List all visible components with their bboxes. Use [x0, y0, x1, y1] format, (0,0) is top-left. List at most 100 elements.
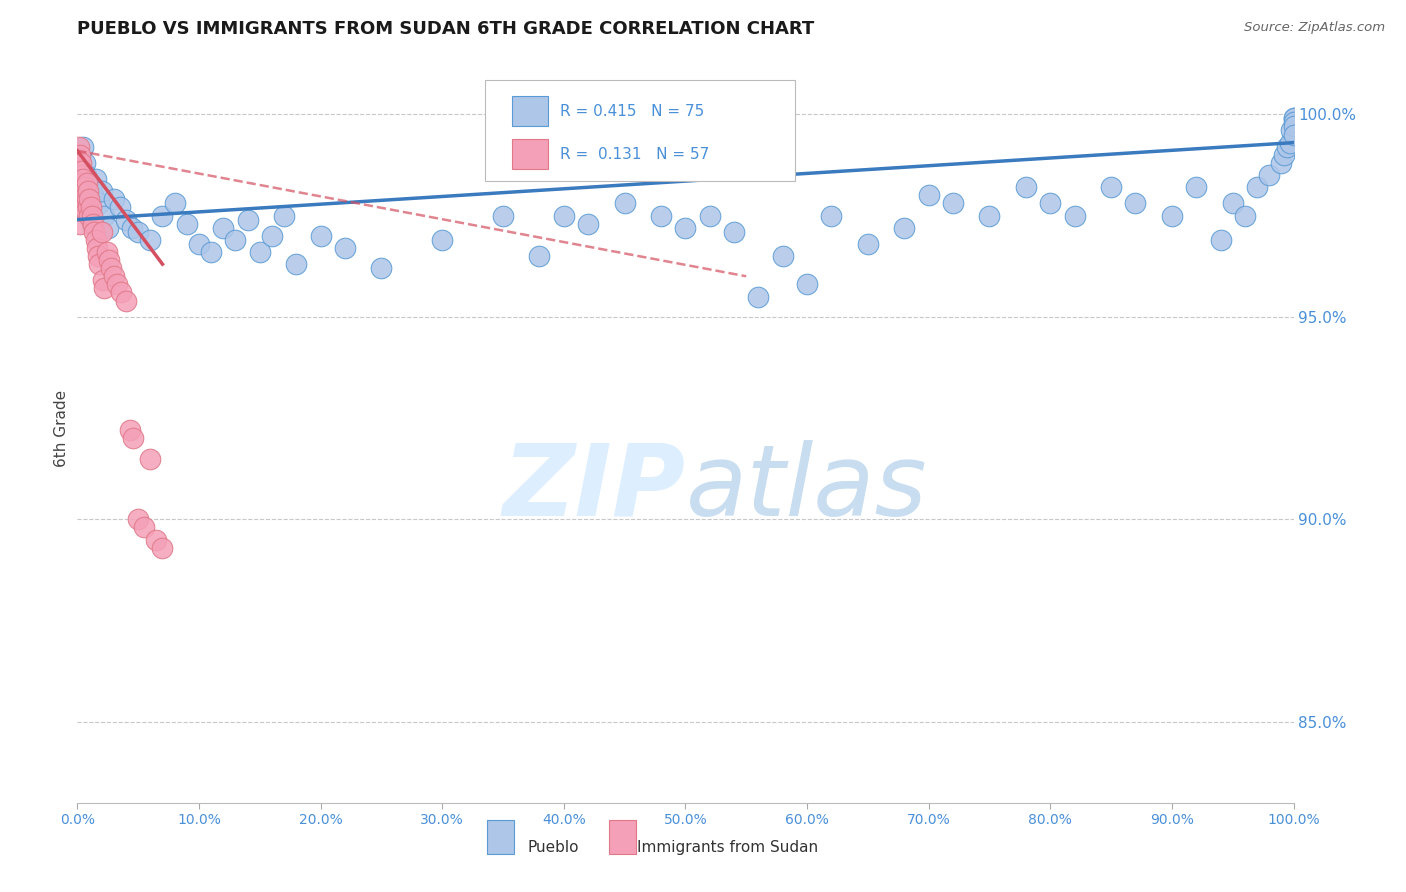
Point — [69, 176, 91, 190]
Point — [118, 423, 141, 437]
Point — [72, 172, 94, 186]
Point — [1246, 180, 1268, 194]
Point — [1099, 180, 1122, 194]
Point — [69, 201, 91, 215]
Point — [1258, 168, 1281, 182]
Point — [1233, 209, 1256, 223]
Point — [80, 209, 103, 223]
Point — [82, 217, 104, 231]
Point — [90, 225, 112, 239]
Text: atlas: atlas — [686, 440, 927, 537]
Point — [69, 164, 91, 178]
Point — [152, 209, 174, 223]
Text: PUEBLO VS IMMIGRANTS FROM SUDAN 6TH GRADE CORRELATION CHART: PUEBLO VS IMMIGRANTS FROM SUDAN 6TH GRAD… — [77, 21, 814, 38]
Point — [96, 244, 118, 259]
FancyBboxPatch shape — [512, 96, 548, 127]
Point — [77, 201, 100, 215]
Point — [83, 225, 105, 239]
FancyBboxPatch shape — [609, 820, 636, 854]
Point — [576, 217, 599, 231]
Point — [90, 184, 112, 198]
Text: ZIP: ZIP — [502, 440, 686, 537]
Point — [72, 139, 94, 153]
Point — [115, 212, 138, 227]
Point — [1279, 123, 1302, 137]
Point — [1161, 209, 1184, 223]
Point — [76, 180, 98, 194]
Point — [1185, 180, 1208, 194]
Point — [73, 196, 96, 211]
Point — [1270, 156, 1292, 170]
Point — [70, 188, 93, 202]
Point — [82, 188, 104, 202]
FancyBboxPatch shape — [488, 820, 515, 854]
Point — [76, 176, 98, 190]
Point — [127, 225, 149, 239]
Point — [1222, 196, 1244, 211]
Point — [93, 281, 115, 295]
Point — [69, 217, 91, 231]
Point — [79, 192, 101, 206]
Point — [75, 204, 97, 219]
Point — [176, 217, 198, 231]
Point — [1272, 148, 1295, 162]
Point — [772, 249, 794, 263]
Point — [121, 220, 143, 235]
Point — [97, 253, 120, 268]
Point — [139, 451, 162, 466]
Point — [84, 172, 107, 186]
Point — [73, 156, 96, 170]
Point — [553, 209, 575, 223]
Text: Pueblo: Pueblo — [527, 840, 579, 855]
Point — [80, 201, 103, 215]
Point — [1282, 128, 1305, 142]
Point — [249, 244, 271, 259]
Point — [72, 184, 94, 198]
Point — [127, 512, 149, 526]
Point — [273, 209, 295, 223]
Point — [613, 196, 636, 211]
Point — [1282, 115, 1305, 129]
Point — [84, 233, 107, 247]
Point — [89, 257, 111, 271]
Point — [70, 196, 93, 211]
Point — [67, 139, 90, 153]
Point — [75, 168, 97, 182]
Point — [67, 180, 90, 194]
Point — [67, 168, 90, 182]
Point — [80, 217, 103, 231]
Text: Immigrants from Sudan: Immigrants from Sudan — [637, 840, 818, 855]
Text: R =  0.131   N = 57: R = 0.131 N = 57 — [560, 147, 710, 162]
Point — [69, 188, 91, 202]
Point — [79, 209, 101, 223]
Point — [93, 209, 115, 223]
Point — [89, 196, 111, 211]
Text: R = 0.415   N = 75: R = 0.415 N = 75 — [560, 103, 704, 119]
Point — [1039, 196, 1062, 211]
Point — [77, 192, 100, 206]
Point — [236, 212, 259, 227]
Point — [650, 209, 672, 223]
Point — [260, 228, 283, 243]
Point — [1209, 233, 1232, 247]
FancyBboxPatch shape — [485, 79, 794, 181]
Point — [285, 257, 308, 271]
Point — [200, 244, 222, 259]
FancyBboxPatch shape — [512, 139, 548, 169]
Point — [77, 184, 100, 198]
Point — [370, 261, 392, 276]
Point — [1277, 139, 1299, 153]
Point — [115, 293, 138, 308]
Point — [699, 209, 721, 223]
Point — [152, 541, 174, 555]
Point — [820, 209, 842, 223]
Point — [70, 156, 93, 170]
Point — [747, 289, 769, 303]
Point — [1282, 112, 1305, 126]
Point — [1282, 120, 1305, 134]
Point — [224, 233, 246, 247]
Point — [97, 220, 120, 235]
Point — [67, 192, 90, 206]
Point — [529, 249, 551, 263]
Point — [333, 241, 356, 255]
